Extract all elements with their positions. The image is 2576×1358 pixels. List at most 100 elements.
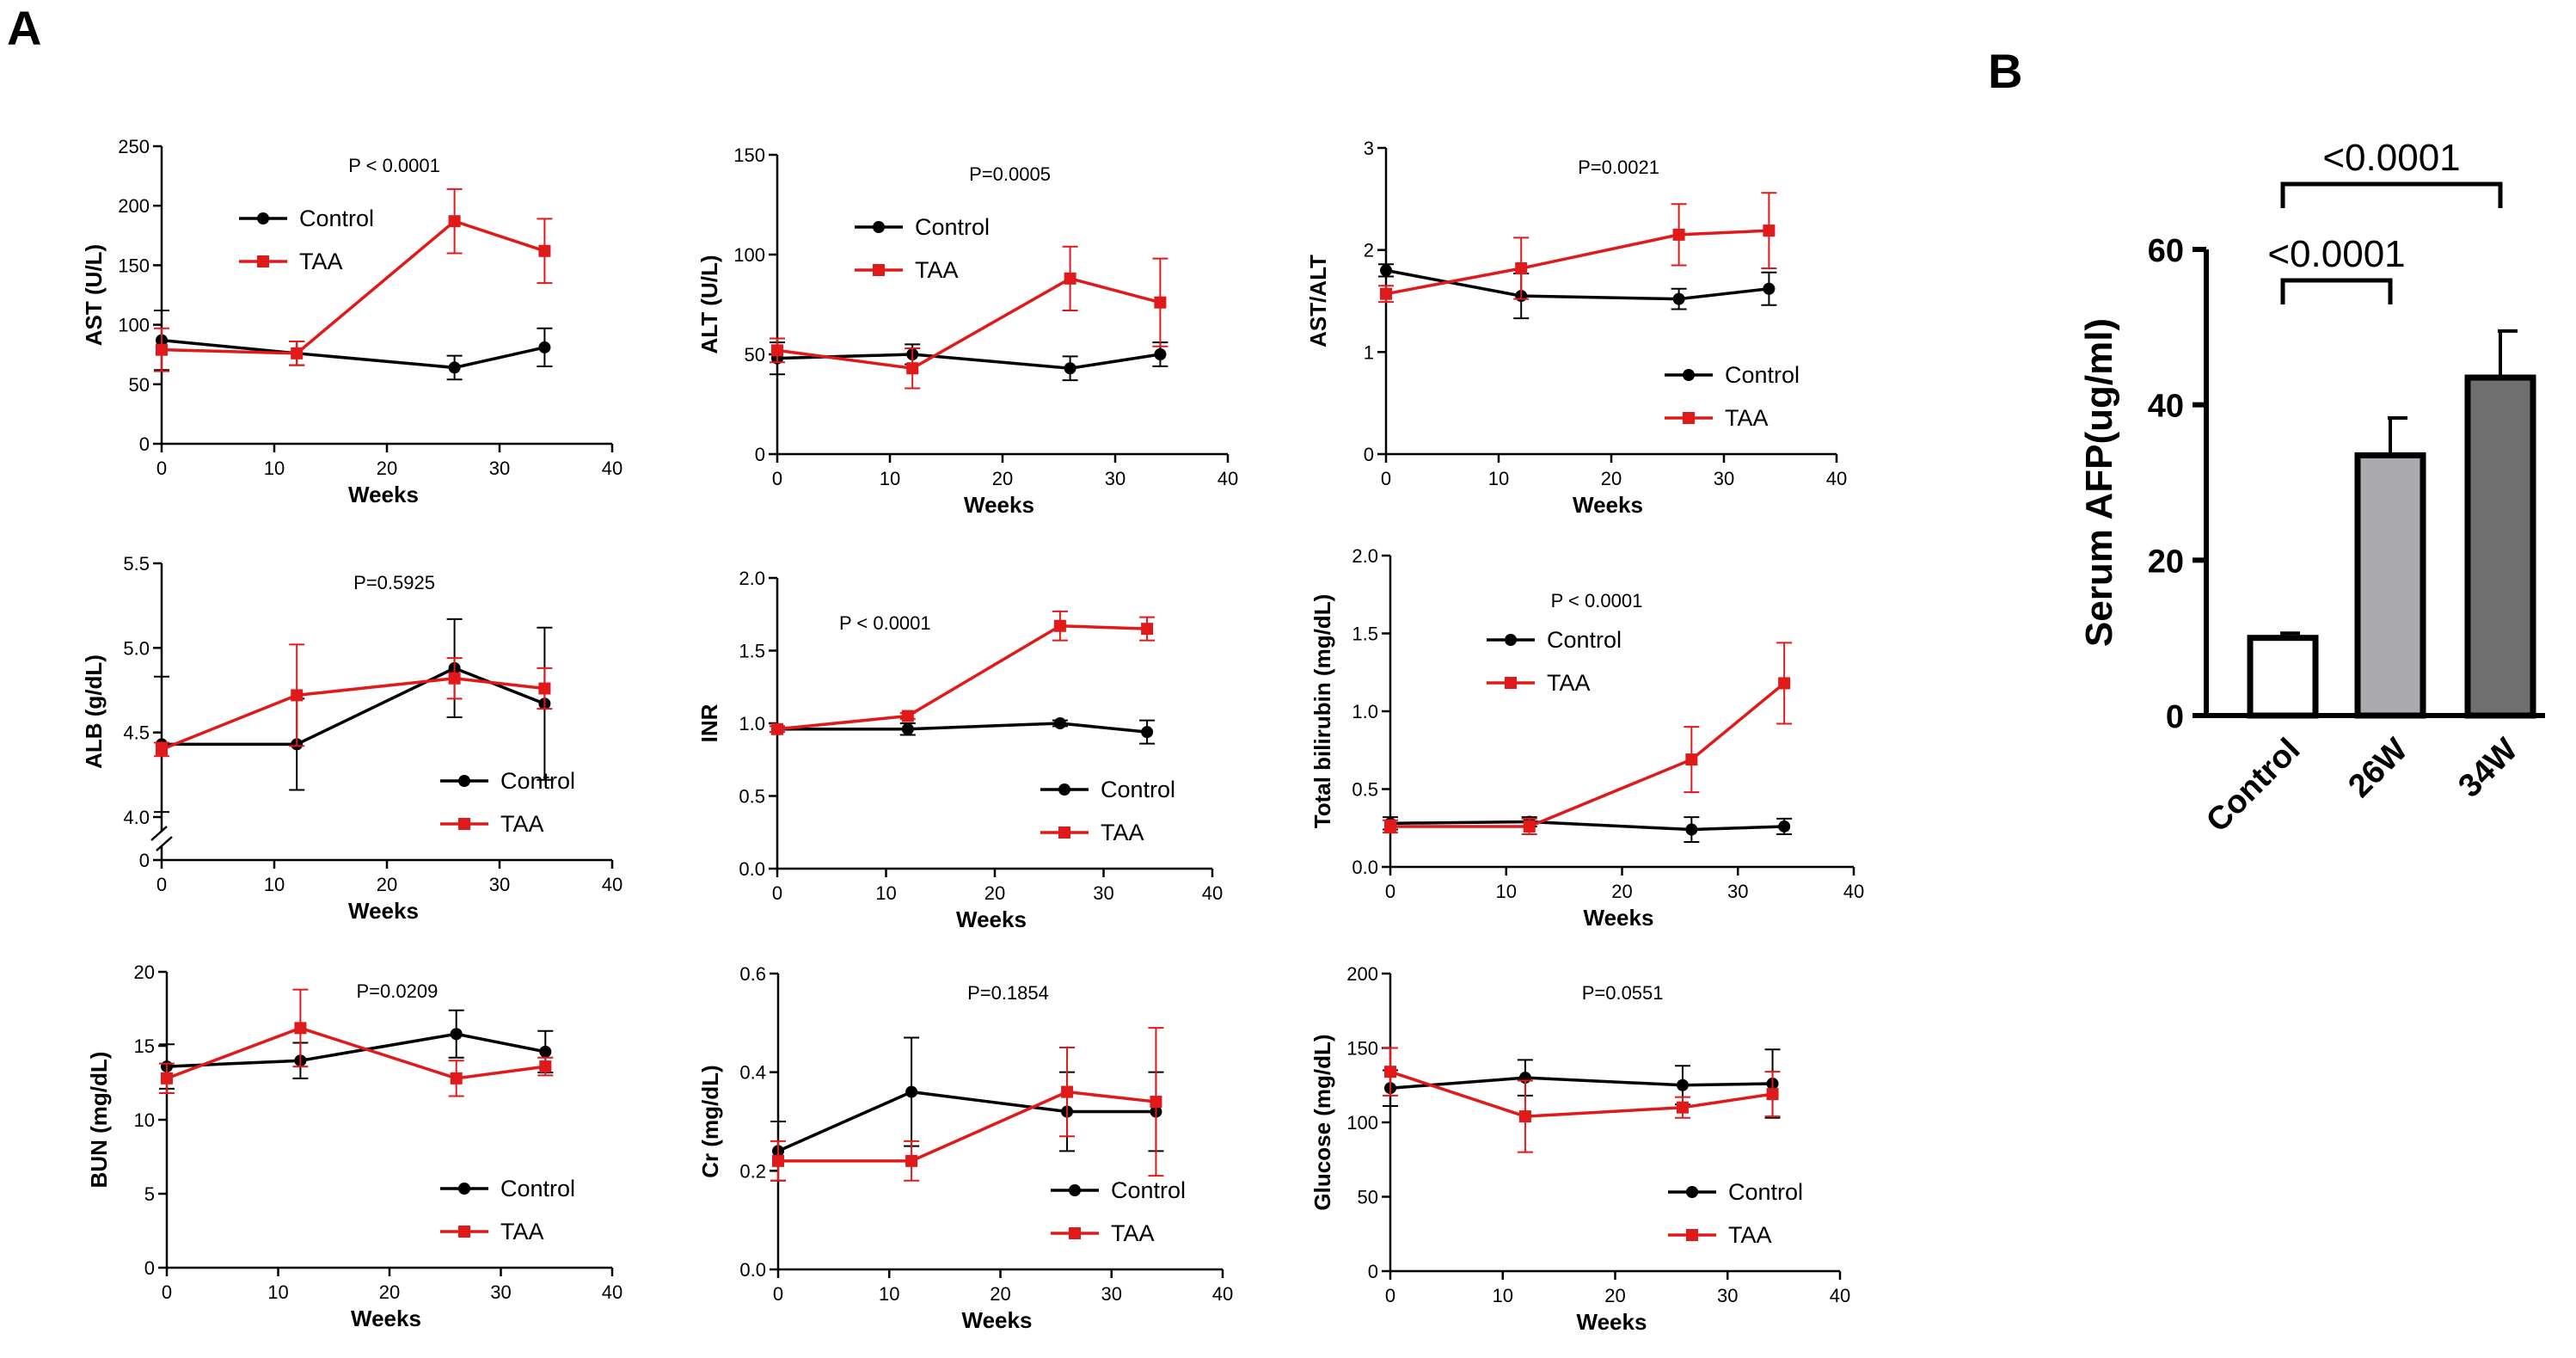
alb-series-taa — [154, 643, 553, 758]
afp-sig-bracket — [2280, 278, 2393, 304]
bun-ytick-label: 20 — [134, 962, 155, 983]
cr-ytick-label: 0.0 — [739, 1259, 766, 1281]
glu-series-control — [1383, 1048, 1781, 1119]
alt-y-title: ALT (U/L) — [696, 255, 722, 353]
glu-xtick-label: 40 — [1830, 1285, 1850, 1306]
bun-chart: 0 5 10 15 20 0 10 20 30 40 Weeks BUN (mg/dL) P=0.020… — [86, 962, 623, 1331]
ast-xtick-label: 10 — [264, 458, 285, 479]
bun-legend-marker — [458, 1183, 470, 1195]
bun-xtick-label: 10 — [267, 1281, 288, 1303]
astalt-ytick-label: 1 — [1364, 341, 1374, 363]
astalt-point — [1763, 224, 1776, 237]
ast-xtick-label: 20 — [377, 458, 397, 479]
bun-y-title: BUN (mg/dL) — [86, 1052, 112, 1189]
alb-xtick-label: 30 — [489, 874, 510, 895]
glu-xtick-label: 20 — [1604, 1285, 1625, 1306]
afp-xtick-label: 34W — [2451, 732, 2524, 805]
cr-xtick-label: 40 — [1212, 1283, 1233, 1305]
alt-chart: 0 50 100 150 0 10 20 30 40 Weeks ALT (U/L) P=0.0005… — [696, 144, 1238, 518]
ast-point — [538, 244, 551, 257]
alb-point — [156, 743, 168, 756]
alb-series-control — [154, 618, 553, 814]
astalt-series-control — [1378, 263, 1777, 320]
astalt-legend-marker — [1683, 369, 1695, 381]
cr-line-taa — [778, 1090, 1156, 1163]
astalt-point — [1515, 262, 1528, 275]
panel-a-label: A — [7, 1, 41, 55]
tbil-legend-label: Control — [1547, 627, 1622, 653]
alt-line-control — [776, 353, 1161, 371]
alt-xtick-label: 0 — [772, 468, 782, 489]
alb-legend-label: Control — [500, 768, 575, 794]
alb-point — [448, 672, 461, 685]
glu-point — [1676, 1101, 1689, 1114]
glu-ytick-label: 100 — [1346, 1112, 1378, 1134]
bun-legend-label: TAA — [500, 1219, 544, 1244]
ast-ytick-label: 150 — [118, 255, 150, 276]
astalt-legend-label: Control — [1725, 362, 1800, 388]
glu-xtick-label: 30 — [1717, 1285, 1738, 1306]
inr-legend-marker — [1058, 783, 1070, 796]
afp-bar-control — [2247, 635, 2319, 719]
alt-legend-label: TAA — [915, 257, 959, 283]
ast-xtick-label: 30 — [489, 458, 510, 479]
glu-point — [1384, 1066, 1396, 1078]
bun-point — [294, 1022, 307, 1035]
bun-point — [161, 1072, 173, 1085]
bun-line-control — [166, 1032, 546, 1068]
cr-ytick-label: 0.2 — [739, 1160, 766, 1182]
astalt-x-title: Weeks — [1573, 492, 1643, 518]
alb-pvalue: P=0.5925 — [353, 572, 435, 593]
ast-ytick-label: 250 — [118, 136, 150, 157]
alt-ytick-label: 50 — [745, 344, 765, 366]
tbil-ytick-label: 0.0 — [1352, 857, 1378, 878]
tbil-series-control — [1383, 815, 1793, 844]
astalt-ytick-label: 2 — [1364, 240, 1374, 261]
tbil-y-title: Total bilirubin (mg/dL) — [1309, 594, 1335, 828]
ast-series-control — [154, 309, 553, 381]
inr-point — [1053, 619, 1066, 632]
inr-x-title: Weeks — [956, 906, 1027, 932]
tbil-chart: 0.0 0.5 1.0 1.5 2.0 0 10 20 30 40 Weeks Total bilir… — [1309, 545, 1864, 931]
glu-ytick-label: 0 — [1368, 1261, 1378, 1282]
inr-ytick-label: 0.5 — [739, 786, 765, 808]
astalt-line-control — [1385, 268, 1769, 301]
alt-xtick-label: 40 — [1217, 468, 1238, 489]
cr-y-title: Cr (mg/dL) — [697, 1065, 723, 1177]
cr-chart: 0.0 0.2 0.4 0.6 0 10 20 30 40 Weeks Cr (mg/dL) P=0.… — [697, 963, 1233, 1333]
alt-legend-label: Control — [915, 214, 990, 240]
alt-legend: Control TAA — [855, 214, 990, 283]
alt-point — [771, 344, 783, 357]
inr-legend-label: TAA — [1101, 820, 1144, 845]
alt-ytick-label: 0 — [755, 444, 765, 465]
ast-ytick-label: 50 — [129, 374, 150, 396]
bun-point — [450, 1028, 463, 1041]
tbil-point — [1384, 820, 1396, 833]
bun-ytick-label: 10 — [134, 1109, 155, 1131]
alt-point — [906, 362, 919, 375]
alt-xtick-label: 30 — [1105, 468, 1125, 489]
ast-ytick-label: 200 — [118, 195, 150, 217]
cr-line-control — [777, 1090, 1156, 1152]
afp-ytick-label: 0 — [2166, 699, 2184, 735]
alt-legend-marker — [873, 264, 885, 276]
astalt-line-taa — [1385, 229, 1769, 296]
afp-ytick-label: 40 — [2148, 389, 2184, 425]
tbil-ytick-label: 2.0 — [1352, 545, 1378, 567]
glu-series-taa — [1383, 1047, 1781, 1153]
glu-x-title: Weeks — [1577, 1309, 1647, 1335]
cr-point — [905, 1154, 918, 1167]
cr-legend-label: Control — [1111, 1177, 1186, 1203]
glu-pvalue: P=0.0551 — [1582, 982, 1664, 1004]
afp-ytick-label: 60 — [2148, 233, 2184, 269]
ast-legend-marker — [257, 255, 269, 267]
ast-line-taa — [161, 219, 545, 355]
alt-pvalue: P=0.0005 — [969, 163, 1051, 185]
tbil-point — [1778, 677, 1791, 690]
alb-ytick-label: 4.0 — [123, 807, 150, 828]
alb-axis-break-mark — [156, 836, 173, 851]
astalt-series-taa — [1378, 192, 1777, 304]
glu-legend-marker — [1686, 1186, 1698, 1198]
astalt-legend-label: TAA — [1725, 405, 1769, 431]
